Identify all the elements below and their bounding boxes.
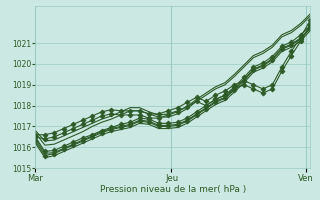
X-axis label: Pression niveau de la mer( hPa ): Pression niveau de la mer( hPa ): [100, 185, 246, 194]
